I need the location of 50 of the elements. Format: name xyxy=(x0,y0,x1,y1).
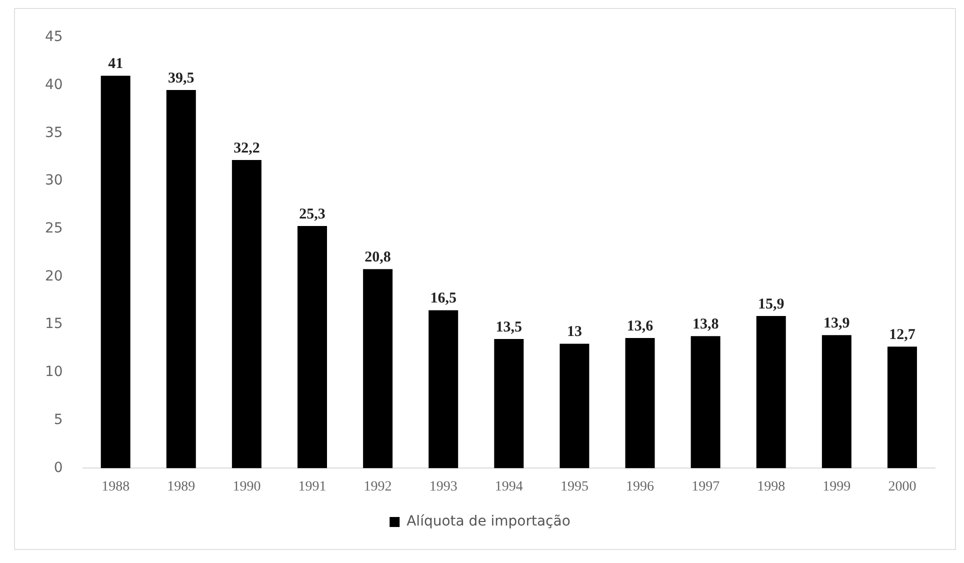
data-label: 12,7 xyxy=(889,326,916,343)
x-tick-label: 1998 xyxy=(757,479,786,494)
bar xyxy=(690,336,720,468)
y-tick-label: 15 xyxy=(44,316,63,332)
x-tick-label: 1991 xyxy=(298,479,326,494)
bar xyxy=(494,338,524,468)
y-tick-label: 30 xyxy=(44,172,63,189)
y-tick-label: 45 xyxy=(44,29,63,46)
y-tick-label: 20 xyxy=(44,268,63,284)
bar xyxy=(166,90,196,468)
bar xyxy=(625,338,655,468)
data-label: 13 xyxy=(566,324,582,340)
bar xyxy=(428,310,458,468)
data-label: 13,9 xyxy=(824,316,850,332)
y-tick-label: 25 xyxy=(44,220,63,237)
data-label: 13,8 xyxy=(692,316,719,332)
data-label: 16,5 xyxy=(430,290,456,307)
data-label: 32,2 xyxy=(234,140,260,156)
x-tick-label: 2000 xyxy=(888,479,916,494)
bar xyxy=(363,269,393,468)
bar xyxy=(822,335,852,468)
data-label: 25,3 xyxy=(299,206,326,222)
x-tick-label: 1989 xyxy=(167,479,196,494)
x-tick-label: 1997 xyxy=(692,479,720,494)
bar xyxy=(560,344,590,468)
bar xyxy=(756,316,786,468)
x-tick-label: 1988 xyxy=(102,479,130,494)
y-tick-label: 40 xyxy=(44,76,63,93)
data-label: 41 xyxy=(108,56,124,72)
data-label: 39,5 xyxy=(168,70,194,86)
data-label: 15,9 xyxy=(758,296,784,312)
x-tick-label: 1996 xyxy=(626,479,654,494)
y-tick-label: 0 xyxy=(54,460,63,476)
x-tick-label: 1995 xyxy=(560,479,588,494)
x-tick-label: 1992 xyxy=(364,479,392,494)
bar xyxy=(298,226,327,468)
legend-label: Alíquota de importação xyxy=(406,514,570,530)
bar xyxy=(100,76,130,468)
y-tick-label: 10 xyxy=(44,364,63,380)
x-tick-label: 1999 xyxy=(822,479,851,494)
y-tick-label: 5 xyxy=(54,412,63,428)
data-label: 13,5 xyxy=(496,319,522,336)
x-tick-label: 1990 xyxy=(232,479,261,494)
data-label: 13,6 xyxy=(626,318,654,334)
data-label: 20,8 xyxy=(364,249,391,266)
bar xyxy=(887,346,917,468)
x-tick-label: 1993 xyxy=(429,479,458,494)
bar xyxy=(232,160,262,468)
y-tick-label: 35 xyxy=(44,124,63,141)
x-tick-label: 1994 xyxy=(494,479,523,494)
